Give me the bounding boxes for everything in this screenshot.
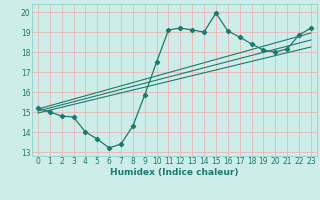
X-axis label: Humidex (Indice chaleur): Humidex (Indice chaleur) xyxy=(110,168,239,177)
